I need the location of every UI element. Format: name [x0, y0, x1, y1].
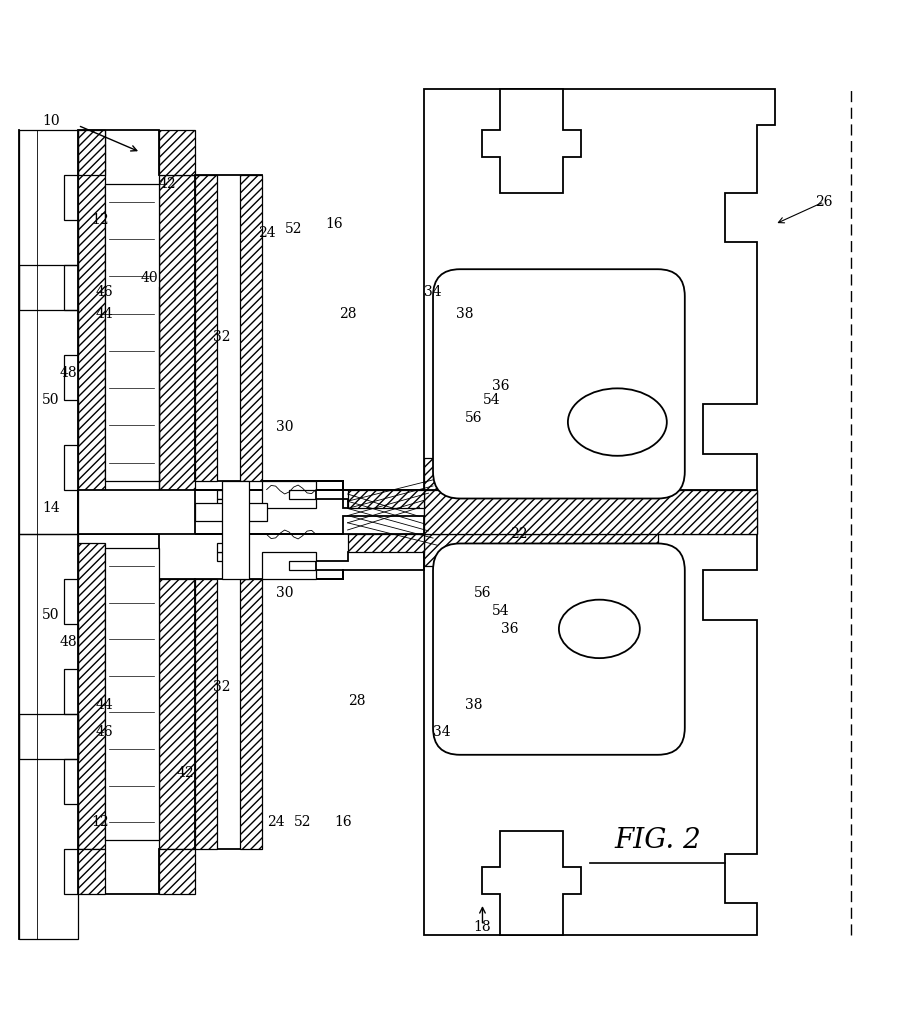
Text: 14: 14 — [42, 501, 60, 514]
Text: 44: 44 — [96, 307, 114, 322]
Ellipse shape — [559, 600, 640, 658]
Polygon shape — [424, 489, 757, 535]
Text: 24: 24 — [258, 226, 275, 241]
Text: 50: 50 — [42, 392, 60, 407]
Polygon shape — [483, 89, 582, 193]
Text: 36: 36 — [492, 379, 510, 393]
Polygon shape — [195, 175, 217, 480]
Text: 48: 48 — [60, 366, 78, 380]
Bar — [78, 849, 105, 894]
Polygon shape — [78, 489, 195, 535]
Text: 26: 26 — [815, 195, 833, 209]
Bar — [217, 553, 240, 561]
Polygon shape — [347, 489, 424, 508]
Text: 24: 24 — [267, 815, 284, 829]
Text: 34: 34 — [424, 285, 442, 299]
Polygon shape — [262, 480, 316, 508]
Text: 36: 36 — [501, 622, 519, 636]
Text: 12: 12 — [91, 815, 109, 829]
Polygon shape — [483, 831, 582, 935]
Text: 10: 10 — [42, 114, 60, 128]
Text: 16: 16 — [326, 217, 343, 231]
Text: 28: 28 — [348, 694, 365, 708]
Text: 46: 46 — [96, 725, 114, 739]
Text: 38: 38 — [465, 698, 483, 713]
Text: 56: 56 — [474, 586, 492, 600]
Polygon shape — [347, 535, 424, 553]
Text: 30: 30 — [276, 586, 293, 600]
Text: 40: 40 — [141, 271, 159, 286]
Polygon shape — [424, 458, 658, 489]
Bar — [159, 849, 195, 894]
Polygon shape — [195, 175, 262, 480]
Ellipse shape — [568, 388, 667, 456]
Bar — [217, 544, 240, 553]
Text: 52: 52 — [294, 815, 311, 829]
Bar — [159, 175, 195, 489]
Bar — [105, 548, 159, 841]
Text: 44: 44 — [96, 698, 114, 713]
Text: 52: 52 — [285, 222, 302, 236]
Text: 50: 50 — [42, 608, 60, 623]
FancyBboxPatch shape — [433, 269, 685, 499]
Text: 42: 42 — [159, 177, 177, 190]
Polygon shape — [195, 580, 217, 849]
Bar — [105, 183, 159, 480]
Text: 28: 28 — [339, 307, 356, 322]
Bar — [217, 489, 240, 499]
Bar — [78, 130, 105, 489]
Bar — [159, 580, 195, 849]
Polygon shape — [195, 503, 267, 521]
Text: 56: 56 — [465, 411, 483, 425]
Text: 38: 38 — [456, 307, 474, 322]
Text: 54: 54 — [483, 392, 501, 407]
Text: 18: 18 — [474, 921, 492, 935]
Bar — [217, 499, 240, 508]
Text: 32: 32 — [213, 680, 230, 694]
Bar — [78, 544, 105, 849]
Text: 30: 30 — [276, 420, 293, 433]
Text: FIG. 2: FIG. 2 — [614, 826, 701, 854]
Bar — [78, 130, 105, 175]
FancyBboxPatch shape — [433, 544, 685, 755]
Polygon shape — [195, 580, 262, 849]
Text: 12: 12 — [91, 213, 109, 226]
Polygon shape — [262, 553, 316, 580]
Text: 16: 16 — [335, 815, 352, 829]
Text: 34: 34 — [433, 725, 451, 739]
Polygon shape — [424, 489, 757, 535]
Text: 42: 42 — [177, 766, 195, 779]
Bar — [159, 130, 195, 175]
Polygon shape — [424, 535, 658, 566]
Text: 22: 22 — [510, 527, 527, 542]
Polygon shape — [240, 175, 262, 480]
Polygon shape — [240, 580, 262, 849]
Polygon shape — [222, 480, 249, 580]
Text: 46: 46 — [96, 285, 114, 299]
Text: 54: 54 — [492, 604, 510, 617]
Text: 48: 48 — [60, 635, 78, 649]
Text: 32: 32 — [213, 330, 230, 344]
